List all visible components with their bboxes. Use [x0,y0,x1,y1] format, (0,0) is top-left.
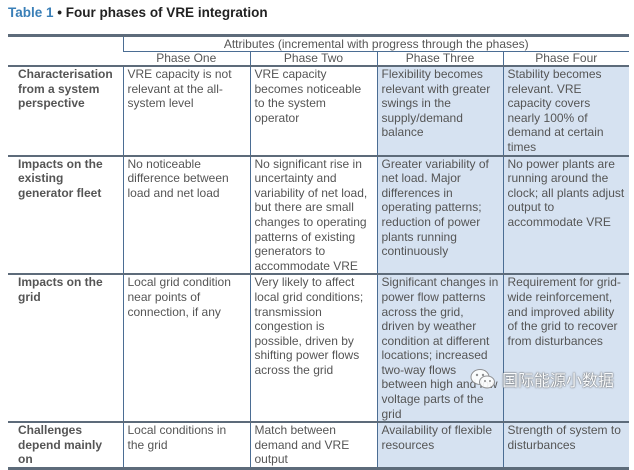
watermark-text: 国际能源小数据 [502,373,615,390]
column-header-phase-one: Phase One [156,51,217,65]
row-label: Impacts on the existing generator fleet [8,154,123,275]
column-header-phase-four: Phase Four [502,51,630,66]
table-cell: Local grid condition near points of conn… [122,273,250,423]
table-cell: Stability becomes relevant. VRE capacity… [502,65,630,156]
table-number: Table 1 [8,5,54,20]
vre-phases-table: Attributes (incremental with progress th… [8,34,630,470]
row-label: Impacts on the grid [8,273,123,423]
table-cell: Requirement for grid-wide reinforcement,… [502,273,630,423]
table-cell: No noticeable difference between load an… [122,154,250,275]
table-cell: VRE capacity is not relevant at the all-… [122,65,250,156]
table-row: Characterisation from a system perspecti… [8,65,630,156]
table-cell: Significant changes in power flow patter… [376,273,503,423]
corner-cell [8,36,123,67]
row-label: Challenges depend mainly on [8,421,123,469]
title-separator: • [57,5,63,20]
table-row: Impacts on the grid Local grid condition… [8,273,630,423]
table-cell: Strength of system to disturbances [502,421,630,469]
table-row: Impacts on the existing generator fleet … [8,154,630,275]
table-cell: VRE capacity becomes noticeable to the s… [249,65,377,156]
table-cell: Greater variability of net load. Major d… [376,154,503,275]
watermark: 国际能源小数据 [470,367,614,391]
table-cell: Match between demand and VRE output [249,421,377,469]
table-title: Table 1 • Four phases of VRE integration [8,5,268,20]
column-header-phase-three: Phase Three [376,51,503,66]
table-cell: Local conditions in the grid [122,421,250,469]
table-cell: Very likely to affect local grid conditi… [249,273,377,423]
table-cell: No power plants are running around the c… [502,154,630,275]
row-label: Characterisation from a system perspecti… [8,65,123,156]
table-title-text: Four phases of VRE integration [65,5,268,20]
table-cell: Flexibility becomes relevant with greate… [376,65,503,156]
table-cell: No significant rise in uncertainty and v… [249,154,377,275]
table-row: Challenges depend mainly on Local condit… [8,421,630,469]
group-header: Attributes (incremental with progress th… [122,35,630,52]
table-cell: Availability of flexible resources [376,421,503,469]
column-header-phase-two: Phase Two [249,51,377,66]
wechat-icon [470,368,496,390]
